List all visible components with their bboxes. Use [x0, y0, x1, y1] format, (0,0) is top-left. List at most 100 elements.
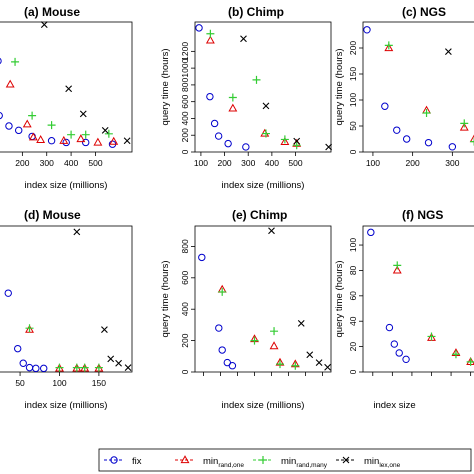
data-point-triangle — [36, 135, 46, 143]
panel-a-xtick-label: 200 — [15, 158, 29, 168]
data-point-plus — [384, 41, 393, 50]
panel-b-series-0 — [195, 24, 250, 151]
data-point-circle — [424, 138, 433, 147]
panel-d-xlabel: index size (millions) — [25, 400, 108, 411]
data-point-circle — [25, 363, 34, 372]
data-point-circle — [47, 137, 56, 145]
panel-f-ytick-label: 40 — [348, 316, 358, 326]
panel-e-frame — [194, 225, 332, 373]
panel-a: (a) Mouse 200 300 400 500 index size (million… — [0, 5, 133, 191]
data-point-cross — [101, 126, 109, 134]
panel-b-xtick-label: 200 — [217, 158, 231, 168]
data-point-circle — [206, 92, 214, 101]
panel-c-series-0 — [363, 26, 457, 151]
data-point-circle — [198, 253, 206, 262]
legend-label: fix — [132, 456, 142, 467]
data-point-triangle — [205, 35, 215, 44]
legend-marker-cross — [342, 456, 350, 464]
data-point-plus — [94, 363, 103, 372]
panel-c-frame — [362, 21, 474, 153]
data-point-cross — [306, 351, 314, 359]
panel-f-xlabel: index size — [373, 400, 415, 411]
panel-b-xtick-label: 500 — [288, 158, 302, 168]
data-point-circle — [14, 344, 22, 353]
data-point-circle — [218, 346, 226, 354]
data-point-cross — [40, 21, 48, 28]
data-point-circle — [381, 102, 389, 110]
panel-f-series-1 — [392, 265, 474, 365]
data-point-triangle — [93, 137, 103, 146]
panel-c-ytick-label: 200 — [348, 41, 358, 55]
panel-b-ytick-label: 0 — [180, 149, 190, 154]
data-point-circle — [395, 349, 403, 357]
data-point-triangle — [228, 103, 238, 112]
data-point-circle — [0, 111, 3, 120]
data-point-plus — [47, 121, 56, 130]
panel-a-xtick-label: 400 — [64, 158, 78, 168]
data-point-cross — [293, 137, 301, 145]
data-point-plus — [11, 57, 20, 66]
panel-f-series-0 — [367, 228, 410, 364]
data-point-plus — [291, 361, 300, 370]
panel-e-series-3 — [268, 227, 331, 371]
legend-label: minrand,one — [203, 456, 244, 469]
data-point-plus — [250, 336, 259, 345]
panel-c-xtick-label: 100 — [366, 158, 380, 168]
panel-b-title: (b) Chimp — [228, 5, 284, 19]
data-point-triangle — [28, 132, 38, 141]
legend-marker-circle — [110, 456, 118, 464]
data-point-cross — [240, 35, 247, 43]
panel-f-ytick-label: 100 — [348, 238, 358, 252]
data-point-plus — [55, 363, 64, 372]
panel-c-ylabel: query time (hours) — [334, 48, 345, 125]
data-point-plus — [393, 261, 402, 270]
panel-c-title: (c) NGS — [402, 5, 446, 19]
panel-f-ytick-label: 60 — [348, 291, 358, 301]
data-point-plus — [451, 350, 460, 359]
panel-b-xtick-label: 300 — [241, 158, 255, 168]
legend-item-3: minlex,one — [336, 456, 401, 469]
panel-d-series-0 — [4, 289, 48, 373]
data-point-plus — [466, 357, 474, 366]
data-point-plus — [81, 130, 90, 139]
data-point-circle — [195, 24, 203, 32]
data-point-plus — [67, 130, 76, 139]
data-point-cross — [73, 228, 81, 236]
panel-e-ytick-label: 600 — [180, 270, 190, 284]
data-point-circle — [40, 364, 48, 373]
data-point-triangle — [392, 265, 402, 274]
data-point-triangle — [25, 324, 34, 333]
panel-f-series-2 — [393, 261, 474, 366]
data-point-triangle — [280, 137, 290, 146]
panel-c-ytick-label: 0 — [348, 149, 358, 154]
panel-b-ytick-label: 1000 — [180, 58, 190, 77]
panel-b: (b) Chimp 100 200 300 400 500 index size (mill… — [160, 5, 333, 191]
panel-b-xlabel: index size (millions) — [222, 180, 305, 191]
legend-label: minrand,many — [281, 456, 328, 469]
panel-a-series-1 — [5, 79, 119, 146]
data-point-circle — [19, 359, 27, 367]
data-point-plus — [80, 363, 89, 372]
panel-a-series-2 — [11, 57, 113, 139]
panel-d: (d) Mouse 50 100 150 index size (millions) — [0, 208, 133, 411]
legend-marker-triangle — [180, 455, 190, 464]
panel-f-title: (f) NGS — [402, 208, 443, 222]
panel-e-series-2 — [218, 287, 300, 370]
legend-item-2: minrand,many — [253, 456, 328, 469]
legend-label-main: fix — [132, 456, 142, 467]
panel-e-series-1 — [217, 284, 300, 368]
data-point-plus — [104, 129, 113, 138]
panel-b-ytick-label: 800 — [180, 78, 190, 92]
legend-label: minlex,one — [364, 456, 401, 469]
panel-b-xtick-label: 400 — [265, 158, 279, 168]
data-point-plus — [252, 75, 261, 84]
panel-e-ytick-label: 200 — [180, 333, 190, 347]
panel-d-xtick-label: 150 — [92, 378, 106, 388]
legend-label-subscript: rand,many — [296, 462, 327, 469]
legend-label-main: min — [203, 456, 218, 467]
data-point-plus — [270, 327, 279, 336]
legend-item-0: fix — [104, 456, 142, 467]
data-point-cross — [297, 319, 305, 327]
data-point-circle — [367, 228, 375, 237]
